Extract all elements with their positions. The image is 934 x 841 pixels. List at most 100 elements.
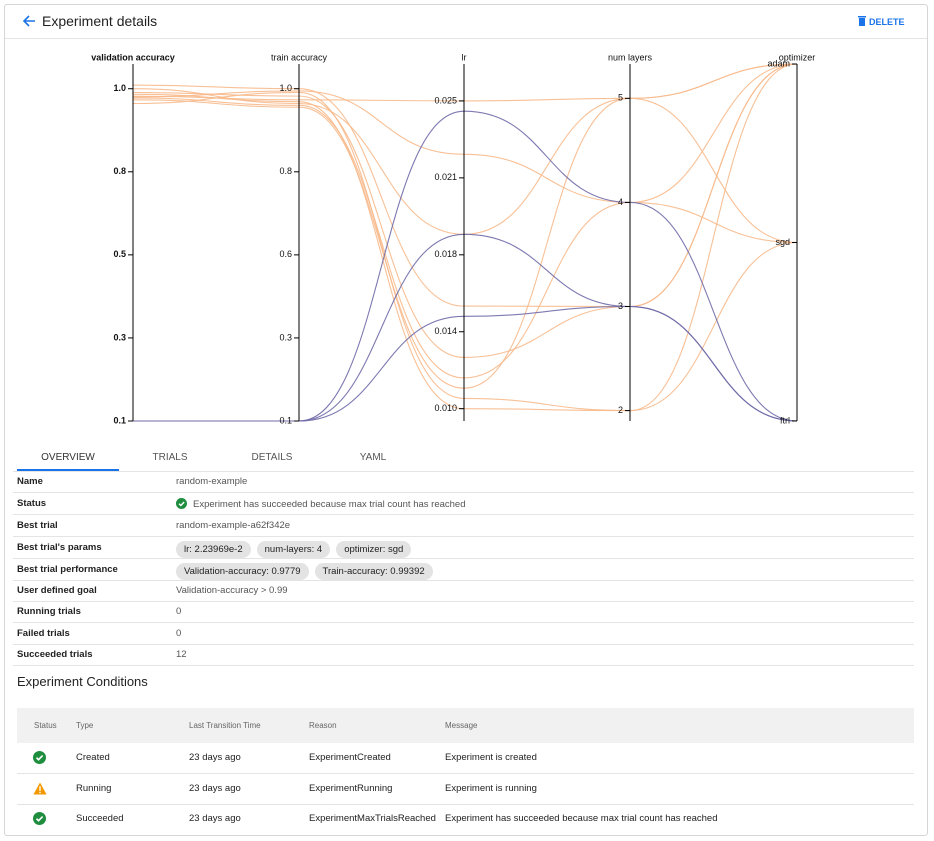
axis-title: train accuracy (271, 52, 328, 62)
column-header: Type (76, 721, 94, 730)
trial-line (132, 63, 798, 358)
tab[interactable]: YAML (359, 452, 387, 463)
detail-value: 0 (176, 628, 182, 639)
column-header: Message (445, 721, 478, 730)
cell: Experiment is created (445, 752, 537, 763)
status-icon (33, 782, 47, 800)
trial-line (132, 97, 798, 389)
tick-label: 0.8 (113, 166, 126, 176)
trial-line (132, 63, 798, 235)
detail-label: Running trials (17, 606, 81, 617)
detail-value: 12 (176, 649, 187, 660)
tick-label: 2 (618, 405, 623, 415)
divider (13, 514, 914, 515)
chip: optimizer: sgd (336, 541, 412, 558)
axis-title: validation accuracy (91, 52, 175, 62)
cell: Created (76, 752, 110, 763)
section-title: Experiment Conditions (17, 674, 148, 689)
column-header: Status (34, 721, 57, 730)
status-icon (33, 812, 46, 830)
chip: Validation-accuracy: 0.9779 (176, 563, 309, 580)
tick-label: 0.010 (434, 403, 457, 413)
tick-label: 1.0 (113, 83, 126, 93)
cell: 23 days ago (189, 783, 241, 794)
detail-label: Name (17, 476, 43, 487)
divider (13, 536, 914, 537)
status-icon (33, 751, 46, 769)
divider (13, 622, 914, 623)
chip: num-layers: 4 (256, 541, 331, 558)
delete-label: DELETE (869, 17, 905, 27)
tick-label: 0.3 (113, 332, 126, 342)
tick-label: 0.1 (113, 415, 126, 425)
tick-label: 0.3 (279, 332, 292, 342)
detail-value: 0 (176, 606, 182, 617)
tick-label: 5 (618, 93, 623, 103)
detail-label: User defined goal (17, 585, 97, 596)
delete-button[interactable]: DELETE (858, 16, 905, 27)
axis-title: lr (462, 52, 467, 62)
tick-label: adam (767, 58, 790, 68)
divider (13, 601, 914, 602)
divider (13, 644, 914, 645)
tick-label: 0.021 (434, 172, 457, 182)
status-value: Experiment has succeeded because max tri… (176, 498, 466, 510)
tick-label: sgd (775, 237, 790, 247)
detail-label: Best trial's params (17, 542, 102, 553)
tick-label: 0.5 (113, 249, 126, 259)
cell: ExperimentRunning (309, 783, 393, 794)
tick-label: 0.018 (434, 249, 457, 259)
status-text: Experiment has succeeded because max tri… (193, 499, 466, 510)
tick-label: 3 (618, 301, 623, 311)
detail-label: Status (17, 498, 47, 509)
tick-label: 4 (618, 197, 623, 207)
page-title: Experiment details (42, 13, 158, 29)
table-header (17, 708, 914, 743)
cell: Succeeded (76, 813, 124, 824)
card (4, 4, 928, 836)
chip-group: lr: 2.23969e-2 num-layers: 4 optimizer: sg… (176, 539, 417, 558)
cell: ExperimentCreated (309, 752, 391, 763)
tick-label: 0.025 (434, 95, 457, 105)
trial-line (132, 233, 798, 422)
tick-label: 0.6 (279, 249, 292, 259)
tab[interactable]: DETAILS (251, 452, 293, 463)
success-icon (33, 751, 46, 764)
tick-label: 0.1 (279, 415, 292, 425)
tick-label: ftrl (780, 415, 790, 425)
cell: Experiment is running (445, 783, 537, 794)
cell: Experiment has succeeded because max tri… (445, 813, 718, 824)
cell: Running (76, 783, 112, 794)
tab-indicator (17, 469, 119, 471)
cell: 23 days ago (189, 813, 241, 824)
divider (17, 804, 914, 805)
divider (13, 558, 914, 559)
detail-label: Best trial performance (17, 564, 118, 575)
axis-title: optimizer (779, 52, 816, 62)
success-icon (176, 498, 187, 509)
detail-label: Failed trials (17, 628, 70, 639)
trial-line (132, 110, 798, 422)
divider (13, 665, 914, 666)
chip: Train-accuracy: 0.99392 (314, 563, 433, 580)
divider (5, 38, 927, 39)
divider (13, 471, 914, 472)
trial-line (132, 305, 798, 422)
chip-group: Validation-accuracy: 0.9779 Train-accurac… (176, 561, 439, 580)
cell: ExperimentMaxTrialsReached (309, 813, 436, 824)
tab[interactable]: OVERVIEW (41, 452, 95, 463)
success-icon (33, 812, 46, 825)
trial-line (132, 90, 798, 244)
tab[interactable]: TRIALS (152, 452, 188, 463)
tick-label: 0.8 (279, 166, 292, 176)
detail-value: random-example (176, 476, 248, 487)
back-arrow[interactable] (22, 14, 36, 28)
column-header: Last Transition Time (189, 721, 261, 730)
divider (13, 580, 914, 581)
warning-icon (33, 782, 47, 795)
detail-label: Best trial (17, 520, 58, 531)
detail-value: random-example-a62f342e (176, 520, 291, 531)
axis-title: num layers (608, 52, 653, 62)
chip: lr: 2.23969e-2 (176, 541, 251, 558)
